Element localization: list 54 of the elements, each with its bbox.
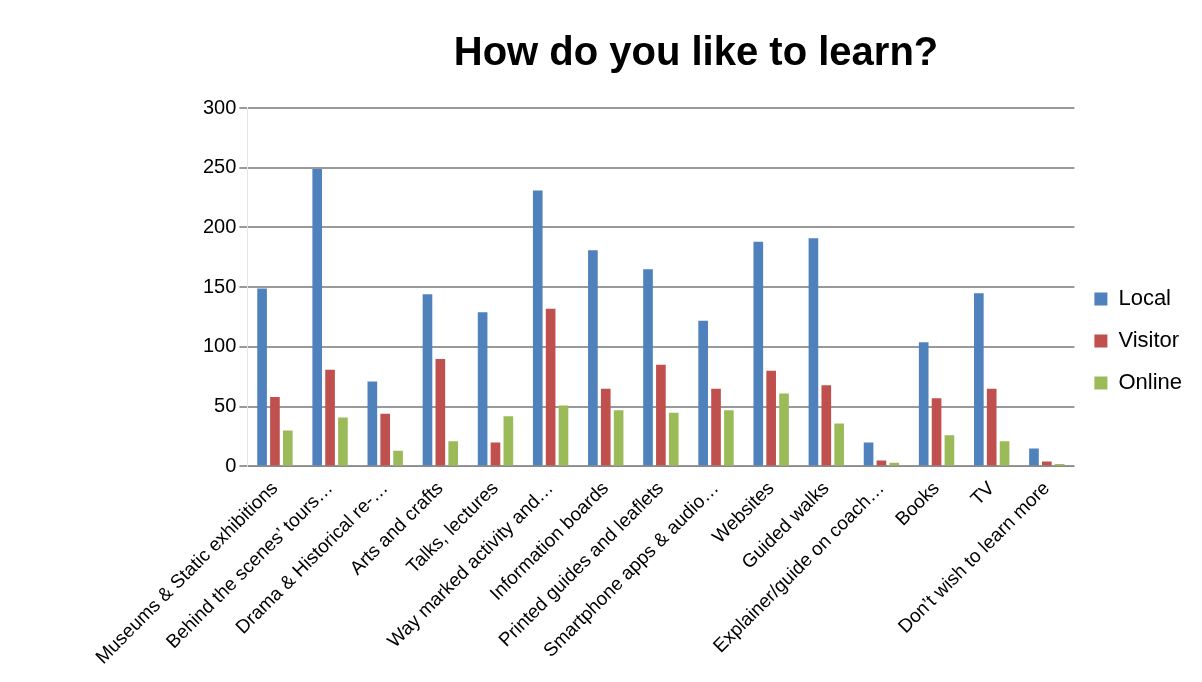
bar [422,294,433,466]
bar [393,450,403,466]
bar [986,388,997,466]
bar [435,358,446,466]
bar [711,388,721,466]
bar [779,393,789,466]
y-tick-label: 200 [202,214,237,237]
bar [545,308,556,466]
bar [753,241,764,466]
bar [477,312,488,466]
x-tick-label: TV [966,476,999,510]
bar [668,412,679,466]
legend-label: Visitor [1118,327,1180,353]
bar [643,269,653,466]
bar [808,238,819,466]
bar [944,435,955,466]
bar [821,385,832,466]
bar [656,364,666,466]
bar [834,423,844,466]
bar [974,293,984,466]
bar [698,320,708,466]
y-tick-label: 250 [202,155,237,178]
bar [999,441,1010,466]
bar [380,413,391,466]
bar [448,441,459,466]
bar [532,190,543,466]
bar [613,410,624,466]
bar [503,416,514,466]
bar [338,417,348,466]
bar [312,168,323,466]
legend-label: Online [1118,369,1182,395]
bar [724,410,734,466]
bar [270,397,280,466]
bar [600,388,611,466]
bar [367,381,378,466]
y-tick-label: 150 [202,274,237,297]
chart-title: How do you like to learn? [453,29,939,74]
bar [766,370,776,466]
bar [588,250,598,466]
bar [1029,448,1039,466]
bar [558,405,569,466]
bar [918,342,929,466]
bar [931,398,942,466]
bar [876,460,887,466]
bar [325,369,335,466]
y-tick-label: 300 [202,95,237,118]
bar [282,430,293,466]
y-tick-label: 0 [225,453,237,476]
bar [257,288,267,466]
legend-label: Local [1118,285,1171,311]
bar [490,442,501,466]
y-tick-label: 50 [214,394,237,417]
y-tick-label: 100 [202,334,237,357]
bar [863,442,874,466]
